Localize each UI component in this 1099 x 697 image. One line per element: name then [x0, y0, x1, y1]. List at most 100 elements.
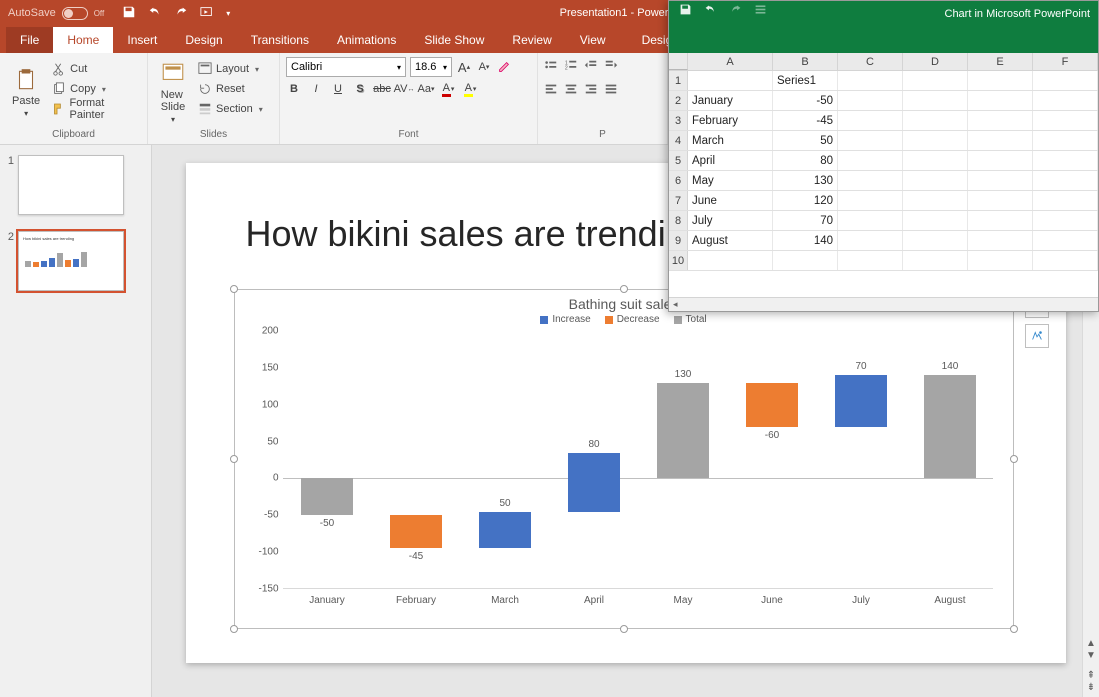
cell[interactable] [903, 191, 968, 210]
tab-transitions[interactable]: Transitions [237, 27, 323, 53]
bar-april[interactable]: 80 [568, 453, 620, 512]
cell[interactable] [1033, 191, 1098, 210]
cell[interactable] [838, 171, 903, 190]
section-button[interactable]: Section [196, 99, 265, 119]
tab-home[interactable]: Home [53, 27, 113, 53]
cell[interactable] [903, 151, 968, 170]
table-row[interactable]: 6May130 [669, 171, 1098, 191]
cell[interactable] [968, 251, 1033, 270]
cut-button[interactable]: Cut [50, 59, 141, 79]
cell[interactable] [968, 231, 1033, 250]
cell[interactable] [1033, 151, 1098, 170]
autosave-toggle[interactable]: AutoSave Off [0, 7, 112, 20]
tab-review[interactable]: Review [498, 27, 565, 53]
cell[interactable] [968, 71, 1033, 90]
cell[interactable] [968, 111, 1033, 130]
font-name-select[interactable]: Calibri▾ [286, 57, 406, 77]
layout-button[interactable]: Layout [196, 59, 265, 79]
cell[interactable] [1033, 211, 1098, 230]
resize-handle[interactable] [1010, 625, 1018, 633]
cell[interactable]: 80 [773, 151, 838, 170]
row-header[interactable]: 2 [669, 91, 688, 110]
justify-icon[interactable] [604, 82, 618, 101]
excel-undo-icon[interactable] [704, 3, 717, 21]
save-icon[interactable] [122, 5, 136, 22]
cell[interactable] [838, 91, 903, 110]
cell[interactable] [688, 71, 773, 90]
excel-data-window[interactable]: Chart in Microsoft PowerPoint A B C D E … [668, 0, 1099, 312]
font-size-select[interactable]: 18.6▾ [410, 57, 452, 77]
cell[interactable] [1033, 91, 1098, 110]
table-row[interactable]: 7June120 [669, 191, 1098, 211]
bar-may[interactable]: 130 [657, 383, 709, 479]
cell[interactable] [968, 91, 1033, 110]
cell[interactable] [838, 191, 903, 210]
thumb-1-preview[interactable] [18, 155, 124, 215]
row-header[interactable]: 8 [669, 211, 688, 230]
row-header[interactable]: 5 [669, 151, 688, 170]
align-left-icon[interactable] [544, 82, 558, 101]
tab-animations[interactable]: Animations [323, 27, 410, 53]
decrease-font-icon[interactable]: A▾ [476, 59, 492, 75]
cell[interactable] [903, 131, 968, 150]
align-center-icon[interactable] [564, 82, 578, 101]
row-header[interactable]: 7 [669, 191, 688, 210]
select-all-corner[interactable] [669, 53, 688, 70]
resize-handle[interactable] [230, 285, 238, 293]
cell[interactable] [903, 91, 968, 110]
cell[interactable] [838, 151, 903, 170]
chart-legend[interactable]: Increase Decrease Total [235, 314, 1013, 331]
table-row[interactable]: 3February-45 [669, 111, 1098, 131]
redo-icon[interactable] [174, 5, 188, 22]
align-right-icon[interactable] [584, 82, 598, 101]
row-header[interactable]: 6 [669, 171, 688, 190]
cell[interactable]: February [688, 111, 773, 130]
cell[interactable]: 130 [773, 171, 838, 190]
cell[interactable] [1033, 111, 1098, 130]
resize-handle[interactable] [1010, 455, 1018, 463]
row-header[interactable]: 1 [669, 71, 688, 90]
cell[interactable] [688, 251, 773, 270]
table-row[interactable]: 2January-50 [669, 91, 1098, 111]
cell[interactable] [838, 71, 903, 90]
cell[interactable]: April [688, 151, 773, 170]
cell[interactable] [773, 251, 838, 270]
cell[interactable] [903, 211, 968, 230]
tab-view[interactable]: View [566, 27, 620, 53]
tab-file[interactable]: File [6, 27, 53, 53]
table-row[interactable]: 10 [669, 251, 1098, 271]
bar-july[interactable]: 70 [835, 375, 887, 427]
cell[interactable]: Series1 [773, 71, 838, 90]
cell[interactable] [1033, 131, 1098, 150]
underline-icon[interactable]: U [330, 81, 346, 97]
table-row[interactable]: 4March50 [669, 131, 1098, 151]
cell[interactable] [903, 71, 968, 90]
excel-grid[interactable]: A B C D E F 1Series12January-503February… [669, 53, 1098, 297]
shadow-icon[interactable]: S [352, 81, 368, 97]
cell[interactable] [838, 211, 903, 230]
cell[interactable]: May [688, 171, 773, 190]
row-header[interactable]: 4 [669, 131, 688, 150]
new-slide-button[interactable]: New Slide ▾ [154, 57, 192, 127]
cell[interactable]: August [688, 231, 773, 250]
resize-handle[interactable] [620, 625, 628, 633]
cell[interactable] [903, 171, 968, 190]
col-header-e[interactable]: E [968, 53, 1033, 70]
row-header[interactable]: 10 [669, 251, 688, 270]
qat-more-icon[interactable]: ▾ [226, 9, 230, 18]
chart-styles-button[interactable] [1025, 324, 1049, 348]
bullets-icon[interactable] [544, 59, 558, 78]
start-from-beginning-icon[interactable] [200, 5, 214, 22]
bar-february[interactable]: -45 [390, 515, 442, 548]
bar-march[interactable]: 50 [479, 512, 531, 549]
autosave-switch-icon[interactable] [62, 7, 88, 20]
strike-icon[interactable]: abc [374, 81, 390, 97]
clear-formatting-icon[interactable] [496, 59, 512, 75]
resize-handle[interactable] [620, 285, 628, 293]
resize-handle[interactable] [230, 625, 238, 633]
char-spacing-icon[interactable]: AV↔ [396, 81, 412, 97]
cell[interactable] [838, 231, 903, 250]
table-row[interactable]: 8July70 [669, 211, 1098, 231]
chart-object[interactable]: Bathing suit sales Increase Decrease Tot… [234, 289, 1014, 629]
scroll-up-icon[interactable]: ▲ [1086, 639, 1096, 649]
